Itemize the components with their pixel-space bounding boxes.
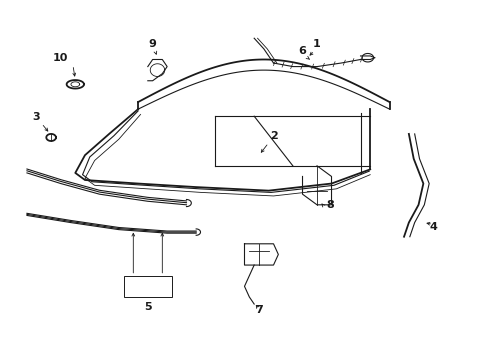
- Text: 3: 3: [33, 112, 41, 122]
- Text: 7: 7: [255, 305, 263, 315]
- Text: 4: 4: [428, 222, 436, 231]
- Text: 10: 10: [53, 53, 68, 63]
- Text: 5: 5: [143, 302, 151, 312]
- Text: 2: 2: [269, 131, 277, 141]
- Text: 9: 9: [148, 39, 156, 49]
- Bar: [123, 276, 172, 297]
- Text: 8: 8: [326, 201, 334, 210]
- Text: 1: 1: [312, 39, 320, 49]
- Text: 6: 6: [298, 46, 306, 56]
